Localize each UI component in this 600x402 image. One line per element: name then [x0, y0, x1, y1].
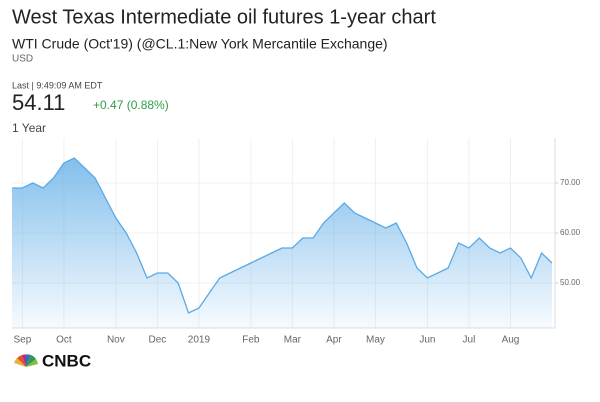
x-tick-label: 2019 — [188, 335, 211, 346]
x-tick-label: Nov — [107, 335, 125, 346]
y-tick-label: 60.00 — [560, 228, 581, 237]
x-tick-label: Jun — [419, 335, 435, 346]
logo-text: CNBC — [42, 351, 91, 370]
logo-icon — [14, 354, 38, 367]
x-tick-label: May — [366, 335, 385, 346]
currency: USD — [12, 54, 33, 65]
y-tick-label: 50.00 — [560, 278, 581, 287]
x-tick-label: Oct — [56, 335, 72, 346]
range-label: 1 Year — [12, 121, 46, 135]
area-fill — [12, 158, 552, 328]
price-line — [12, 157, 553, 314]
chart-title: West Texas Intermediate oil futures 1-ye… — [12, 6, 436, 28]
last-price: 54.11 — [12, 90, 65, 115]
chart-subtitle: WTI Crude (Oct'19) (@CL.1:New York Merca… — [12, 36, 388, 52]
quote-time: Last | 9:49:09 AM EDT — [12, 80, 103, 90]
price-change: +0.47 (0.88%) — [93, 98, 169, 112]
x-tick-label: Dec — [148, 335, 166, 346]
x-tick-label: Feb — [242, 335, 260, 346]
x-tick-label: Aug — [502, 335, 520, 346]
x-tick-label: Jul — [463, 335, 476, 346]
x-tick-label: Sep — [13, 335, 31, 346]
x-tick-label: Apr — [326, 335, 342, 346]
x-tick-label: Mar — [284, 335, 302, 346]
y-tick-label: 70.00 — [560, 178, 581, 187]
